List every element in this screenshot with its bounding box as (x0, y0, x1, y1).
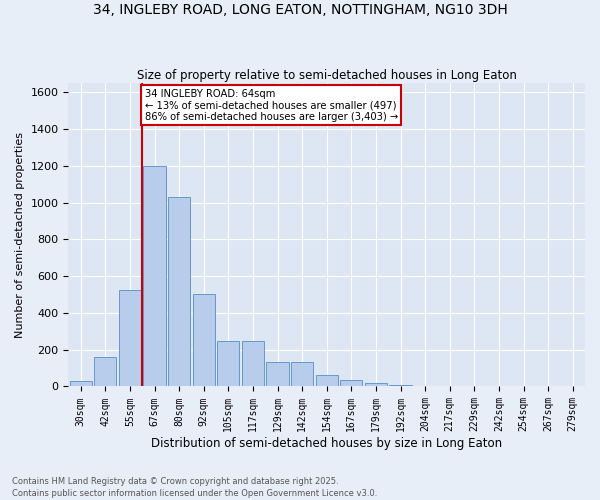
Bar (242, 342, 264, 386)
Bar (365, 383, 387, 386)
Y-axis label: Number of semi-detached properties: Number of semi-detached properties (15, 132, 25, 338)
Text: Contains HM Land Registry data © Crown copyright and database right 2025.
Contai: Contains HM Land Registry data © Crown c… (12, 476, 377, 498)
Bar (217, 342, 239, 386)
Bar (266, 362, 289, 386)
Bar (119, 290, 141, 386)
Title: Size of property relative to semi-detached houses in Long Eaton: Size of property relative to semi-detach… (137, 69, 517, 82)
Bar (70, 381, 92, 386)
Bar (340, 380, 362, 386)
Bar (94, 357, 116, 386)
Bar (291, 362, 313, 386)
X-axis label: Distribution of semi-detached houses by size in Long Eaton: Distribution of semi-detached houses by … (151, 437, 502, 450)
Bar (168, 197, 190, 386)
Bar (316, 376, 338, 386)
Text: 34 INGLEBY ROAD: 64sqm
← 13% of semi-detached houses are smaller (497)
86% of se: 34 INGLEBY ROAD: 64sqm ← 13% of semi-det… (145, 88, 398, 122)
Bar (193, 294, 215, 386)
Bar (143, 166, 166, 386)
Text: 34, INGLEBY ROAD, LONG EATON, NOTTINGHAM, NG10 3DH: 34, INGLEBY ROAD, LONG EATON, NOTTINGHAM… (92, 2, 508, 16)
Bar (389, 384, 412, 386)
